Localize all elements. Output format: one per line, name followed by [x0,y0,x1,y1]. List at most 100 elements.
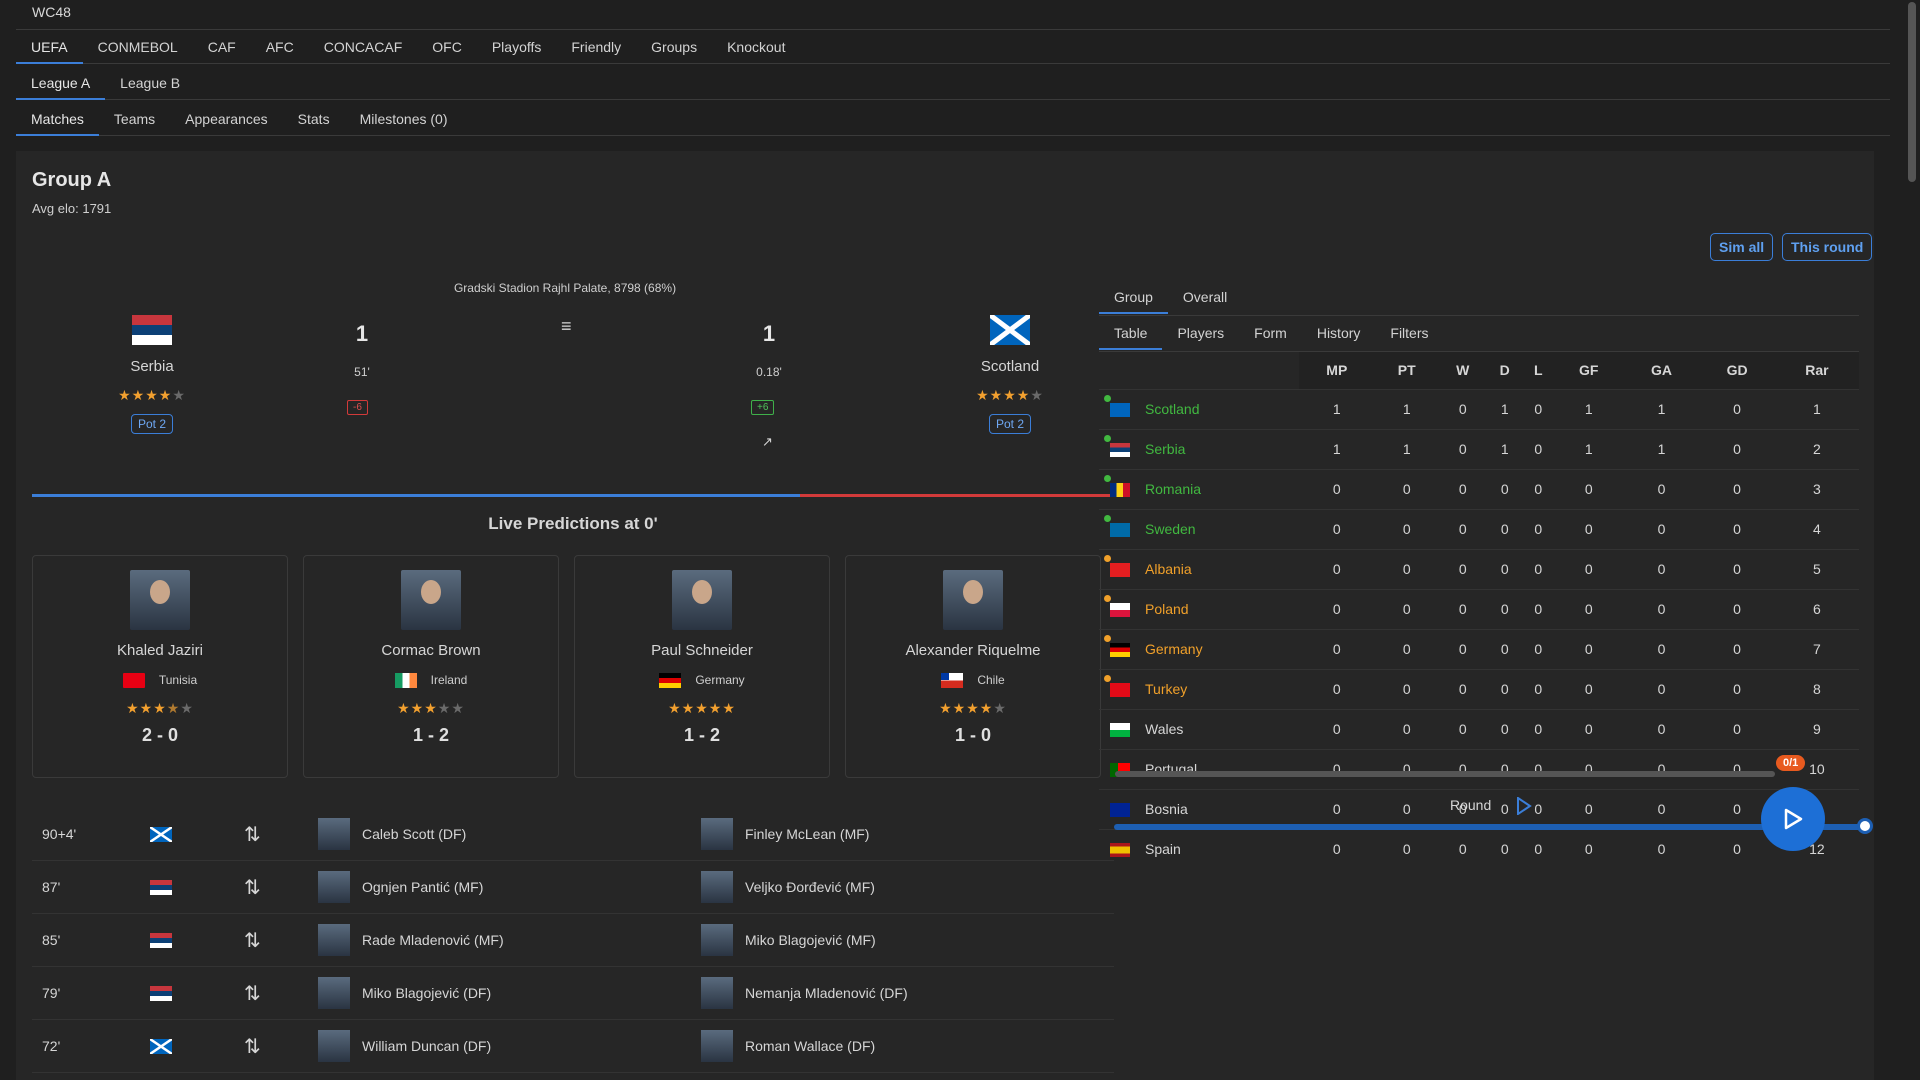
table-row[interactable]: Bosnia0000000011 [1099,788,1859,829]
team-name[interactable]: Germany [1145,641,1203,657]
column-header[interactable]: Rar [1774,352,1859,389]
player-in[interactable]: Miko Blagojević (DF) [362,985,492,1001]
table-row[interactable]: Romania 0 0 0 0 0 0 0 0 3 [1099,468,1859,509]
column-header[interactable]: D [1486,352,1523,389]
table-row[interactable]: Turkey 0 0 0 0 0 0 0 0 8 [1099,668,1859,709]
round-play-icon[interactable] [1516,796,1532,818]
tab-afc[interactable]: AFC [265,39,294,55]
team-cell[interactable]: Poland [1099,588,1299,629]
menu-icon[interactable]: ≡ [561,316,572,336]
team-name[interactable]: Bosnia [1145,801,1188,817]
tab-league-a[interactable]: League A [16,66,106,100]
tab-playoffs[interactable]: Playoffs [491,39,542,55]
stat-cell: 0 [1522,468,1554,509]
team-cell[interactable]: Turkey [1099,668,1299,709]
tab-matches[interactable]: Matches [16,102,99,136]
round-progress-track[interactable] [1115,771,1775,777]
table-row[interactable]: Spain 0 0 0 0 0 0 0 0 12 [1099,828,1859,869]
table-row[interactable]: Sweden 0 0 0 0 0 0 0 0 4 [1099,508,1859,549]
tab-teams[interactable]: Teams [113,111,156,127]
tab-appearances[interactable]: Appearances [185,111,268,127]
tab-groups[interactable]: Groups [651,39,698,55]
column-header[interactable]: W [1438,352,1487,389]
team-name[interactable]: Serbia [1145,441,1186,457]
prediction-card[interactable]: Cormac Brown Ireland ★★★★★ 1 - 2 [303,555,559,778]
team-cell[interactable]: Bosnia [1099,788,1299,829]
column-header[interactable]: GF [1553,352,1624,389]
team-cell[interactable]: Germany [1099,628,1299,669]
team-name[interactable]: Romania [1145,481,1202,497]
tab-overall[interactable]: Overall [1182,289,1228,305]
team-cell[interactable]: Portugal [1099,748,1299,789]
prediction-card[interactable]: Paul Schneider Germany ★★★★★ 1 - 2 [574,555,830,778]
away-team[interactable]: Scotland ★★★★★ Pot 2 [930,315,1090,434]
team-cell[interactable]: Scotland [1099,388,1299,429]
column-header[interactable]: MP [1299,352,1375,389]
home-team[interactable]: Serbia ★★★★★ Pot 2 [72,315,232,434]
team-cell[interactable]: Wales [1099,708,1299,749]
stat-cell: 0 [1299,708,1375,749]
tab-filters[interactable]: Filters [1390,325,1429,341]
column-header[interactable]: GD [1699,352,1775,389]
prediction-card[interactable]: Alexander Riquelme Chile ★★★★★ 1 - 0 [845,555,1101,778]
table-row[interactable]: Albania 0 0 0 0 0 0 0 0 5 [1099,548,1859,589]
serbia-flag-icon [150,880,172,895]
prediction-card[interactable]: Khaled Jaziri Tunisia ★★★★★ 2 - 0 [32,555,288,778]
tab-form[interactable]: Form [1254,325,1287,341]
team-name[interactable]: Albania [1145,561,1192,577]
player-in[interactable]: Ognjen Pantić (MF) [362,879,484,895]
player-out[interactable]: Finley McLean (MF) [745,826,870,842]
tab-friendly[interactable]: Friendly [571,39,622,55]
group-panel: Group A Avg elo: 1791 Sim all This round… [16,151,1874,1080]
tab-uefa[interactable]: UEFA [16,30,83,64]
stat-cell: 0 [1486,788,1523,829]
tab-players[interactable]: Players [1177,325,1225,341]
team-name[interactable]: Spain [1145,841,1181,858]
play-button[interactable] [1761,787,1825,851]
tab-concacaf[interactable]: CONCACAF [323,39,403,55]
team-cell[interactable]: Spain [1099,828,1299,869]
tab-table[interactable]: Table [1099,316,1163,350]
stat-cell: 0 [1553,548,1624,589]
table-row[interactable]: Portugal 0 0 0 0 0 0 0 0 10 [1099,748,1859,789]
player-out[interactable]: Veljko Đorđević (MF) [745,879,875,895]
team-name[interactable]: Sweden [1145,521,1196,537]
column-header[interactable]: GA [1623,352,1700,389]
team-cell[interactable]: Romania [1099,468,1299,509]
page-scrollbar[interactable] [1908,2,1916,182]
sim-all-button[interactable]: Sim all [1710,233,1774,261]
team-name[interactable]: Scotland [1145,401,1200,417]
table-row[interactable]: Wales 0 0 0 0 0 0 0 0 9 [1099,708,1859,749]
tab-conmebol[interactable]: CONMEBOL [97,39,178,55]
tab-knockout[interactable]: Knockout [727,39,786,55]
player-out[interactable]: Roman Wallace (DF) [745,1038,876,1054]
column-header[interactable]: L [1522,352,1554,389]
tab-ofc[interactable]: OFC [432,39,462,55]
team-cell[interactable]: Albania [1099,548,1299,589]
table-row[interactable]: Scotland 1 1 0 1 0 1 1 0 1 [1099,388,1859,429]
tab-stats[interactable]: Stats [297,111,330,127]
tab-group[interactable]: Group [1099,280,1168,314]
tab-history[interactable]: History [1316,325,1361,341]
tab-league-b[interactable]: League B [120,75,181,91]
team-name[interactable]: Poland [1145,601,1189,617]
column-header[interactable]: PT [1374,352,1439,389]
player-out[interactable]: Miko Blagojević (MF) [745,932,876,948]
tab-caf[interactable]: CAF [207,39,236,55]
table-row[interactable]: Poland 0 0 0 0 0 0 0 0 6 [1099,588,1859,629]
team-cell[interactable]: Sweden [1099,508,1299,549]
player-in[interactable]: Rade Mladenović (MF) [362,932,504,948]
tab-milestones[interactable]: Milestones (0) [359,111,448,127]
team-name[interactable]: Turkey [1145,681,1188,697]
table-row[interactable]: Serbia 1 1 0 1 0 1 1 0 2 [1099,428,1859,469]
player-in[interactable]: William Duncan (DF) [362,1038,492,1054]
table-row[interactable]: Germany 0 0 0 0 0 0 0 0 7 [1099,628,1859,669]
team-cell[interactable]: Serbia [1099,428,1299,469]
this-round-button[interactable]: This round [1782,233,1873,261]
match-momentum-bar [32,494,1114,497]
player-out[interactable]: Nemanja Mladenović (DF) [745,985,908,1001]
round-slider[interactable] [1114,824,1864,830]
team-name[interactable]: Wales [1145,721,1184,737]
round-slider-handle[interactable] [1857,818,1873,834]
player-in[interactable]: Caleb Scott (DF) [362,826,467,842]
